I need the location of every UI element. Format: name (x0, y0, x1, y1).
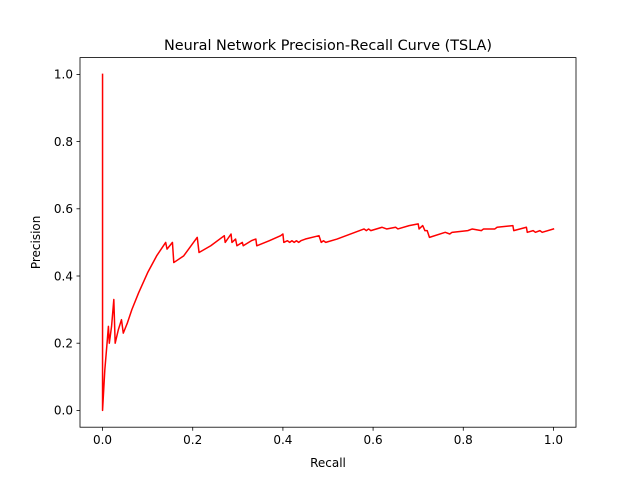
x-tick-label: 0.2 (183, 433, 202, 447)
x-tick-label: 0.0 (93, 433, 112, 447)
series-layer (101, 73, 555, 412)
x-axis-label: Recall (310, 456, 346, 470)
x-tick-label: 1.0 (544, 433, 563, 447)
x-tick-label: 0.8 (454, 433, 473, 447)
y-axis-label: Precision (29, 216, 43, 270)
y-tick-label: 0.0 (54, 404, 73, 418)
axes-frame (79, 57, 577, 428)
y-axis-ticks: 0.0 0.2 0.4 0.6 0.8 1.0 (54, 68, 80, 418)
y-tick-label: 0.8 (54, 135, 73, 149)
chart-title: Neural Network Precision-Recall Curve (T… (164, 38, 492, 54)
y-tick-label: 0.2 (54, 337, 73, 351)
precision-recall-line (101, 73, 555, 412)
x-tick-label: 0.4 (273, 433, 292, 447)
y-tick-label: 1.0 (54, 68, 73, 82)
x-tick-label: 0.6 (364, 433, 383, 447)
y-tick-label: 0.6 (54, 202, 73, 216)
y-tick-label: 0.4 (54, 269, 73, 283)
x-axis-ticks: 0.0 0.2 0.4 0.6 0.8 1.0 (93, 427, 563, 447)
plot-area: 0.0 0.2 0.4 0.6 0.8 1.0 0.0 0.2 0.4 0.6 0.8 1.0 (54, 57, 577, 447)
